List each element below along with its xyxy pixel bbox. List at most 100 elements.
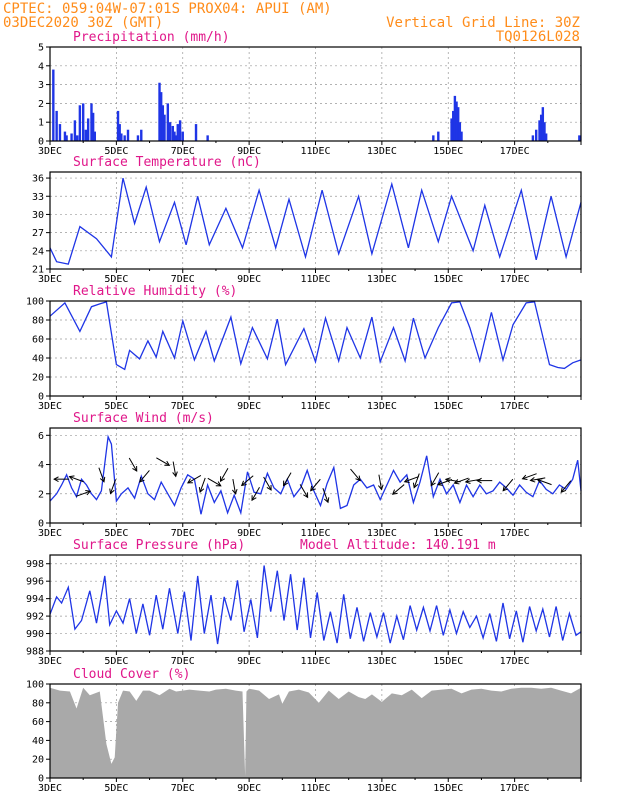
wind-arrow-head: [412, 482, 419, 489]
xtick-label-precip: 7DEC: [171, 146, 195, 157]
ytick-label-rh: 0: [38, 392, 44, 403]
wind-arrow-shaft: [75, 490, 91, 497]
wind-arrow-head: [536, 478, 543, 484]
precip-bar: [126, 129, 130, 141]
wind-arrow-shaft: [299, 484, 309, 498]
panels: 0 1 2 3 4 5 3DEC 5DEC 7DEC 9DEC 11DEC 13DEC 15DEC 17D…: [26, 30, 582, 794]
ytick-label-cloud: 100: [26, 680, 44, 691]
precip-bar: [58, 124, 62, 141]
ytick-label-temp: 30: [32, 210, 44, 221]
wind-arrow-shaft: [537, 479, 552, 486]
xtick-label-wind: 9DEC: [237, 528, 261, 539]
xtick-label-pres: 3DEC: [38, 656, 62, 667]
precip-bar: [63, 131, 67, 141]
xtick-label-precip: 9DEC: [237, 146, 261, 157]
xtick-label-pres: 9DEC: [237, 656, 261, 667]
xtick-label-rh: 3DEC: [38, 401, 62, 412]
wind-arrow-shaft: [251, 487, 260, 501]
wind-arrow-head: [266, 485, 272, 491]
xtick-label-temp: 9DEC: [237, 274, 261, 285]
wind-arrow-head: [172, 471, 178, 478]
wind-arrow-head: [444, 477, 451, 483]
panel-title-rh: Relative Humidity (%): [73, 284, 237, 299]
wind-arrow-head: [231, 488, 238, 495]
precip-bar: [531, 135, 535, 141]
precip-bar: [163, 114, 166, 141]
ytick-label-precip: 0: [38, 137, 44, 148]
precip-bar: [168, 122, 172, 141]
ytick-label-cloud: 60: [32, 717, 44, 728]
wind-arrow-shaft: [502, 478, 514, 492]
precip-bar: [116, 110, 120, 141]
wind-arrow-shaft: [220, 468, 229, 482]
wind-arrow-shaft: [560, 480, 572, 493]
xtick-label-pres: 7DEC: [171, 656, 195, 667]
panel-temp: 21 24 27 30 33 36 3DEC 5DEC 7DEC 9DEC 11DEC 13DEC 15…: [32, 155, 582, 285]
wind-arrow-head: [139, 476, 145, 483]
panel-title-temp: Surface Temperature (nC): [73, 155, 261, 170]
ytick-label-temp: 21: [32, 265, 44, 276]
precip-bar: [84, 129, 88, 141]
xtick-label-rh: 15DEC: [433, 401, 463, 412]
wind-arrow-head: [219, 476, 226, 483]
precip-bar: [90, 103, 93, 141]
wind-arrow-head: [464, 478, 471, 484]
xtick-label-pres: 11DEC: [300, 656, 330, 667]
ytick-label-cloud: 0: [38, 774, 44, 785]
wind-arrow-head: [355, 475, 361, 482]
ytick-label-wind: 2: [38, 489, 44, 500]
wind-arrow-head: [85, 489, 92, 496]
precip-bar: [457, 107, 460, 141]
wind-arrow-shaft: [430, 472, 440, 486]
xtick-label-pres: 17DEC: [500, 656, 530, 667]
wind-arrow-head: [99, 476, 106, 483]
precip-bar: [174, 135, 178, 141]
xtick-label-cloud: 17DEC: [500, 783, 530, 794]
precip-bar: [534, 129, 538, 141]
precip-bar: [181, 131, 184, 141]
ytick-label-pres: 994: [26, 594, 44, 605]
precip-bar: [86, 118, 90, 141]
wind-arrow-head: [164, 460, 171, 466]
ytick-label-cloud: 40: [32, 736, 44, 747]
precip-bar: [159, 92, 163, 141]
wind-arrow-shaft: [139, 470, 150, 483]
series-line-wind: [49, 434, 582, 516]
wind-arrow-head: [391, 489, 398, 495]
xtick-label-cloud: 11DEC: [300, 783, 330, 794]
wind-arrow-shaft: [322, 488, 329, 503]
panel-pres: 988 990 992 994 996 998 3DEC 5DEC 7DEC 9DEC 11DEC 1…: [26, 538, 582, 667]
xtick-label-precip: 13DEC: [367, 146, 397, 157]
precip-bar: [93, 131, 97, 141]
wind-arrow-head: [132, 466, 138, 472]
xtick-label-rh: 13DEC: [367, 401, 397, 412]
precip-bar: [52, 69, 55, 141]
precip-bar: [458, 122, 462, 141]
ytick-label-rh: 60: [32, 335, 44, 346]
wind-arrow-head: [403, 477, 410, 483]
xtick-label-precip: 15DEC: [433, 146, 463, 157]
xtick-label-pres: 13DEC: [367, 656, 397, 667]
series-line-temp: [49, 177, 582, 265]
wind-arrow-shaft: [199, 477, 206, 493]
xtick-label-cloud: 5DEC: [104, 783, 128, 794]
precip-bar: [120, 133, 123, 141]
ytick-label-pres: 990: [26, 629, 44, 640]
xtick-label-wind: 17DEC: [500, 528, 530, 539]
precip-bar: [194, 124, 198, 141]
precip-bar: [178, 120, 182, 141]
panel-wind: 0 2 4 6 3DEC 5DEC 7DEC 9DEC 11DEC 13DEC 15DEC 17DEC…: [38, 411, 582, 539]
wind-arrow-shaft: [69, 476, 84, 483]
ytick-label-cloud: 20: [32, 755, 44, 766]
precip-bar: [432, 135, 435, 141]
wind-arrow-head: [476, 477, 482, 484]
wind-arrow-shaft: [392, 484, 405, 495]
precip-bar: [541, 107, 545, 141]
xtick-label-rh: 17DEC: [500, 401, 530, 412]
xtick-label-temp: 11DEC: [300, 274, 330, 285]
wind-arrow-head: [529, 476, 536, 483]
ytick-label-precip: 4: [38, 61, 44, 72]
wind-arrow-head: [240, 480, 247, 487]
precip-bar: [166, 103, 170, 141]
precip-bar: [81, 103, 85, 141]
